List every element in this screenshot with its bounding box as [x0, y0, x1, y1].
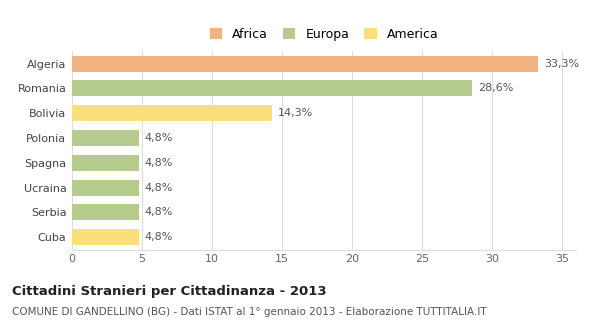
Bar: [72, 229, 139, 245]
Text: 28,6%: 28,6%: [478, 84, 514, 93]
Bar: [72, 204, 139, 220]
Bar: [72, 130, 139, 146]
Text: 4,8%: 4,8%: [145, 158, 173, 168]
Bar: [72, 80, 472, 96]
Text: 14,3%: 14,3%: [278, 108, 313, 118]
Bar: [72, 56, 538, 72]
Legend: Africa, Europa, America: Africa, Europa, America: [209, 28, 439, 41]
Text: Cittadini Stranieri per Cittadinanza - 2013: Cittadini Stranieri per Cittadinanza - 2…: [12, 285, 326, 298]
Bar: [72, 155, 139, 171]
Text: 4,8%: 4,8%: [145, 183, 173, 193]
Text: 4,8%: 4,8%: [145, 232, 173, 242]
Bar: [72, 180, 139, 196]
Text: 4,8%: 4,8%: [145, 207, 173, 217]
Text: 4,8%: 4,8%: [145, 133, 173, 143]
Text: COMUNE DI GANDELLINO (BG) - Dati ISTAT al 1° gennaio 2013 - Elaborazione TUTTITA: COMUNE DI GANDELLINO (BG) - Dati ISTAT a…: [12, 307, 487, 317]
Bar: [72, 105, 272, 121]
Text: 33,3%: 33,3%: [544, 59, 579, 68]
